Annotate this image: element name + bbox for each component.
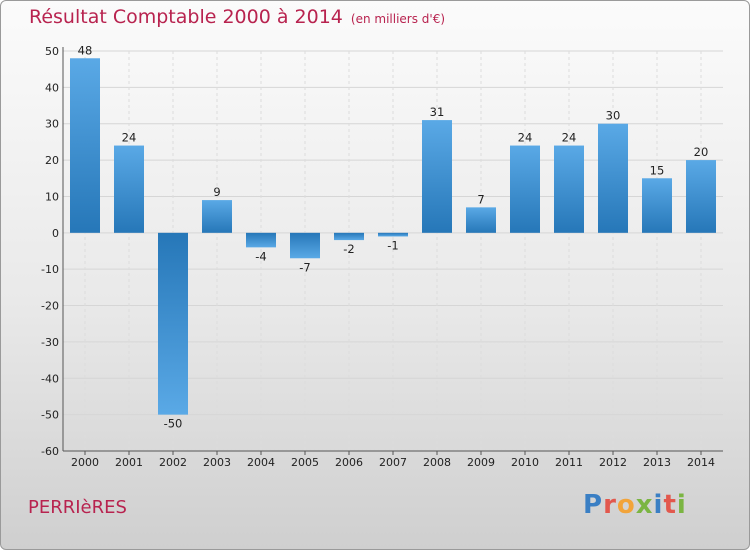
data-label-2011: 24 [562, 131, 577, 145]
brand-letter: P [583, 490, 604, 520]
bar-2008 [422, 120, 452, 233]
x-tick-label: 2007 [379, 456, 407, 469]
y-tick-label: -10 [41, 263, 59, 276]
bar-2003 [202, 200, 232, 233]
chart-title: Résultat Comptable 2000 à 2014 (en millie… [29, 6, 446, 28]
data-label-2010: 24 [518, 131, 533, 145]
x-tick-label: 2005 [291, 456, 319, 469]
data-label-2002: -50 [164, 417, 183, 431]
data-label-2007: -1 [387, 238, 398, 252]
x-tick-label: 2009 [467, 456, 495, 469]
bar-2012 [598, 123, 628, 233]
brand-letter: r [603, 490, 617, 520]
bar-2001 [114, 145, 144, 233]
bar-2010 [510, 145, 540, 233]
x-tick-label: 2010 [511, 456, 539, 469]
bar-2014 [686, 160, 716, 233]
town-name: PERRIèRES [28, 497, 127, 518]
bar-2002 [158, 232, 188, 415]
x-tick-label: 2001 [115, 456, 143, 469]
brand-letter: i [676, 490, 687, 520]
y-tick-label: 50 [45, 45, 59, 58]
proxiti-logo: Proxiti [583, 490, 687, 520]
data-label-2008: 31 [430, 105, 445, 119]
y-tick-label: -20 [41, 300, 59, 313]
bar-2007 [378, 232, 408, 237]
y-tick-label: 20 [45, 154, 59, 167]
y-tick-label: -50 [41, 409, 59, 422]
data-label-2013: 15 [650, 163, 665, 177]
brand-letter: x [635, 490, 654, 520]
x-tick-label: 2014 [687, 456, 715, 469]
data-label-2006: -2 [343, 242, 354, 256]
y-tick-label: 10 [45, 190, 59, 203]
data-label-2012: 30 [606, 109, 621, 123]
brand-letter: i [653, 490, 664, 520]
chart-subtitle: (en milliers d'€) [350, 12, 446, 26]
x-tick-label: 2011 [555, 456, 583, 469]
x-tick-label: 2002 [159, 456, 187, 469]
x-tick-label: 2000 [71, 456, 99, 469]
data-label-2000: 48 [78, 43, 93, 57]
data-labels: 48 24 -50 9 -4 -7 -2 -1 31 7 24 24 30 15 20 [78, 43, 709, 430]
bar-2013 [642, 178, 672, 233]
bar-2011 [554, 145, 584, 233]
y-tick-label: -60 [41, 445, 59, 458]
brand-letter: o [616, 490, 636, 520]
y-tick-label: -30 [41, 336, 59, 349]
bar-2006 [334, 232, 364, 241]
data-label-2001: 24 [122, 131, 137, 145]
y-tick-label: 40 [45, 81, 59, 94]
y-tick-label: 0 [52, 227, 59, 240]
y-tick-label: 30 [45, 118, 59, 131]
x-tick-label: 2003 [203, 456, 231, 469]
x-tick-label: 2012 [599, 456, 627, 469]
data-label-2004: -4 [255, 249, 266, 263]
x-tick-label: 2008 [423, 456, 451, 469]
bar-2000 [70, 58, 100, 233]
brand-letter: t [663, 490, 677, 520]
bar-2009 [466, 207, 496, 233]
bar-2005 [290, 232, 320, 259]
x-tick-label: 2013 [643, 456, 671, 469]
x-tick-label: 2004 [247, 456, 275, 469]
data-label-2005: -7 [299, 260, 310, 274]
x-tick-label: 2006 [335, 456, 363, 469]
y-tick-label: -40 [41, 372, 59, 385]
bar-2004 [246, 232, 276, 248]
bars [70, 58, 716, 415]
data-label-2014: 20 [694, 145, 709, 159]
data-label-2003: 9 [213, 185, 220, 199]
data-label-2009: 7 [477, 192, 484, 206]
